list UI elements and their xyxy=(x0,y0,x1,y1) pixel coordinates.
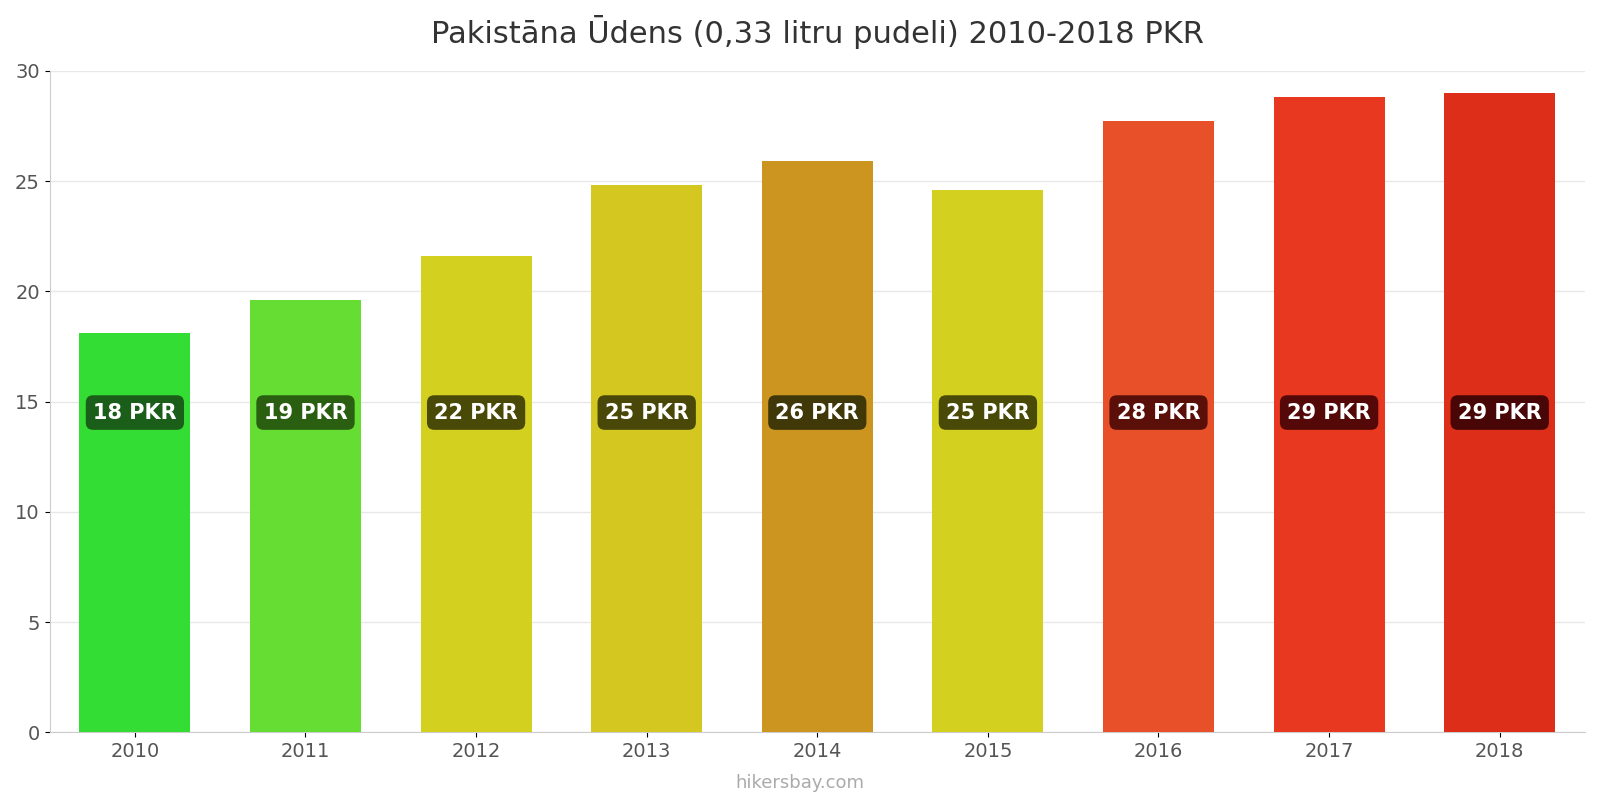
Bar xyxy=(1274,98,1384,732)
Bar xyxy=(80,333,190,732)
Bar xyxy=(250,300,362,732)
Title: Pakistāna Ūdens (0,33 litru pudeli) 2010-2018 PKR: Pakistāna Ūdens (0,33 litru pudeli) 2010… xyxy=(430,15,1203,49)
Bar xyxy=(421,256,531,732)
Text: 28 PKR: 28 PKR xyxy=(1117,402,1200,422)
Bar xyxy=(1445,93,1555,732)
Text: 19 PKR: 19 PKR xyxy=(264,402,347,422)
Text: 25 PKR: 25 PKR xyxy=(946,402,1030,422)
Text: hikersbay.com: hikersbay.com xyxy=(736,774,864,792)
Bar xyxy=(592,186,702,732)
Text: 18 PKR: 18 PKR xyxy=(93,402,176,422)
Text: 22 PKR: 22 PKR xyxy=(434,402,518,422)
Text: 29 PKR: 29 PKR xyxy=(1288,402,1371,422)
Text: 29 PKR: 29 PKR xyxy=(1458,402,1541,422)
Text: 26 PKR: 26 PKR xyxy=(776,402,859,422)
Bar xyxy=(762,161,872,732)
Bar xyxy=(1102,122,1214,732)
Text: 25 PKR: 25 PKR xyxy=(605,402,688,422)
Bar xyxy=(933,190,1043,732)
